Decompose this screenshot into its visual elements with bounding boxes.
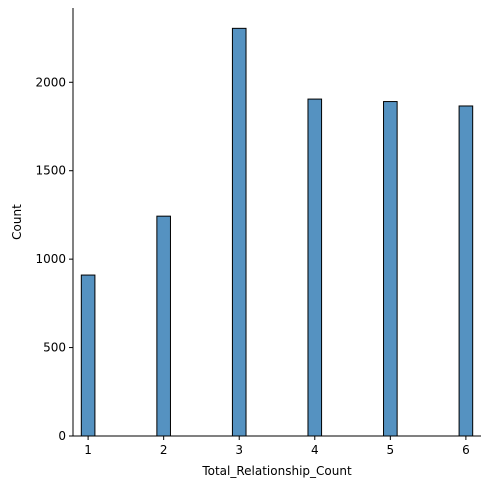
y-tick-label: 1500 bbox=[35, 164, 66, 178]
bar-5 bbox=[383, 101, 398, 437]
x-ticks-group: 1 2 3 4 5 6 bbox=[84, 436, 470, 457]
y-tick-label: 2000 bbox=[35, 75, 66, 89]
x-axis-label: Total_Relationship_Count bbox=[201, 464, 352, 478]
x-tick-label: 4 bbox=[311, 443, 319, 457]
bar-3 bbox=[231, 27, 247, 437]
x-tick-label: 2 bbox=[160, 443, 168, 457]
y-ticks-group: 0 500 1000 1500 2000 bbox=[35, 75, 73, 443]
y-tick-label: 1000 bbox=[35, 252, 66, 266]
bar-4 bbox=[307, 98, 323, 437]
bar-2 bbox=[156, 215, 171, 437]
x-tick-label: 6 bbox=[462, 443, 470, 457]
bars-group bbox=[80, 27, 474, 437]
x-tick-label: 5 bbox=[387, 443, 395, 457]
y-tick-label: 0 bbox=[58, 429, 66, 443]
bar-6 bbox=[458, 105, 474, 437]
y-axis-label: Count bbox=[10, 204, 24, 240]
x-tick-label: 3 bbox=[235, 443, 243, 457]
bar-1 bbox=[80, 274, 96, 437]
y-tick-label: 500 bbox=[43, 341, 66, 355]
x-tick-label: 1 bbox=[84, 443, 92, 457]
